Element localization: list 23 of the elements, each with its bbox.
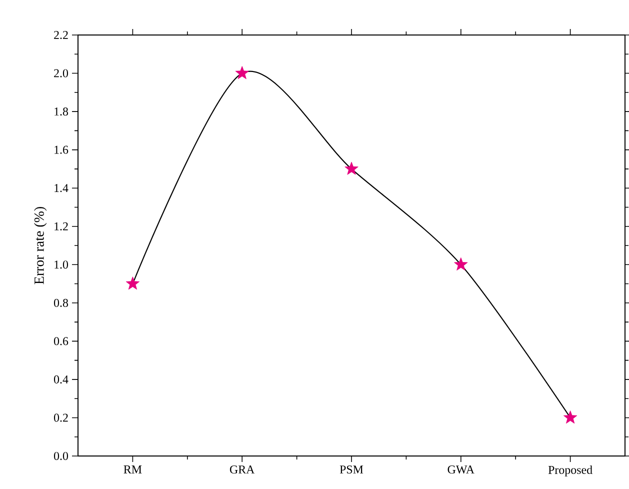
x-tick-label: RM [124,466,142,474]
y-tick-label: 1.2 [54,222,68,230]
point [454,257,468,270]
y-tick-label: 2.0 [54,69,68,78]
x-tick-label: PSM [340,466,364,474]
y-tick-label: 1.4 [54,184,68,192]
y-tick-label: 0.2 [54,414,68,422]
y-tick-label: 1.6 [54,146,68,154]
x-tick-label: GRA [230,466,255,474]
y-tick-label: 0.6 [54,337,68,346]
y-tick-label: 1.0 [54,260,68,269]
y-tick-label: 1.8 [54,107,68,116]
y-tick-label: 0.0 [54,452,68,460]
x-tick-label: GWA [448,466,474,474]
x-tick-label: Proposed [548,466,592,476]
point [563,410,578,424]
y-axis-title: Error rate (%) [34,207,47,284]
point [344,162,358,175]
y-tick-label: 0.8 [54,298,68,307]
point [235,66,249,80]
point [126,276,140,290]
y-tick-label: 0.4 [54,375,68,384]
y-tick-label: 2.2 [54,30,68,40]
